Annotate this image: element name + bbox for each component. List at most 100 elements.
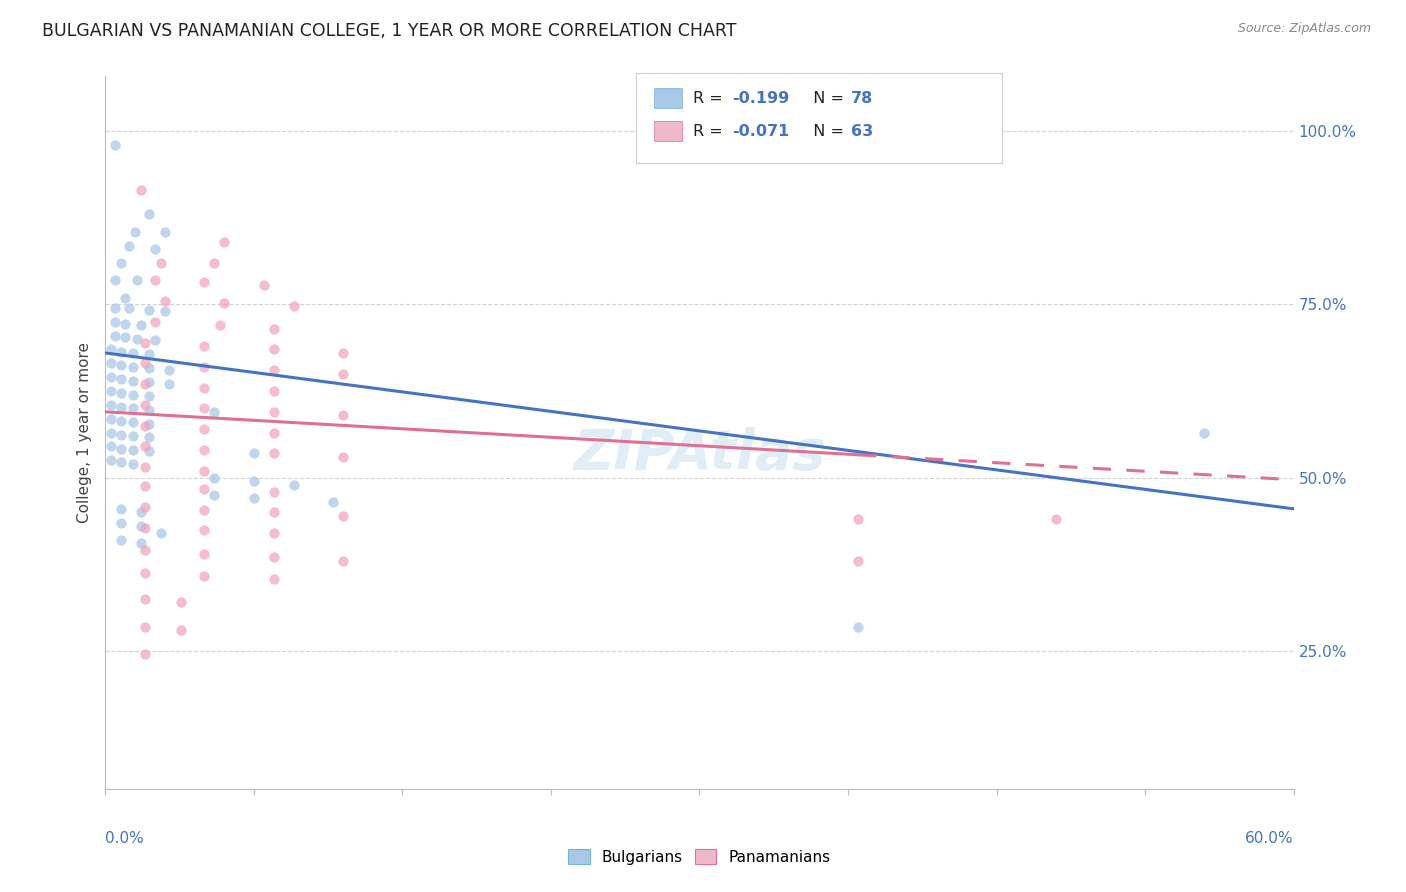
Point xyxy=(134,440,156,454)
Point xyxy=(138,303,160,318)
Point xyxy=(100,398,122,412)
Point xyxy=(332,409,354,423)
Point xyxy=(138,375,160,389)
Point xyxy=(122,387,145,401)
Point xyxy=(263,526,285,541)
Point xyxy=(322,495,344,509)
Text: 63: 63 xyxy=(851,124,873,138)
Point xyxy=(263,405,285,419)
Point xyxy=(138,347,160,361)
Point xyxy=(138,402,160,417)
Point xyxy=(110,516,132,530)
Point xyxy=(127,273,149,287)
Point xyxy=(263,446,285,460)
Point xyxy=(100,370,122,384)
Point xyxy=(170,595,193,609)
Point xyxy=(138,361,160,376)
Point xyxy=(243,474,266,488)
Point xyxy=(149,256,172,270)
Point xyxy=(138,207,160,221)
Text: N =: N = xyxy=(803,91,849,105)
Point xyxy=(104,273,127,287)
Point xyxy=(143,334,166,348)
Point xyxy=(263,321,285,335)
Point xyxy=(193,547,215,561)
Point xyxy=(129,519,152,533)
Point xyxy=(110,427,132,442)
Point xyxy=(193,524,215,538)
Point xyxy=(134,566,156,581)
Point xyxy=(134,591,156,606)
Point xyxy=(193,464,215,478)
Point xyxy=(193,275,215,289)
Point xyxy=(153,293,176,308)
Point xyxy=(114,291,136,305)
Point xyxy=(114,317,136,331)
Point xyxy=(134,479,156,493)
Point xyxy=(134,356,156,370)
Point xyxy=(202,470,225,484)
Point xyxy=(332,450,354,464)
Text: 0.0%: 0.0% xyxy=(105,831,145,847)
Point xyxy=(283,477,305,491)
Point xyxy=(122,374,145,388)
Point xyxy=(283,299,305,313)
Point xyxy=(100,343,122,357)
Point xyxy=(104,315,127,329)
Point xyxy=(263,384,285,398)
Point xyxy=(253,278,276,293)
Point xyxy=(134,377,156,392)
Point xyxy=(134,398,156,412)
Point xyxy=(846,554,869,568)
Text: -0.071: -0.071 xyxy=(733,124,790,138)
Point xyxy=(138,389,160,403)
Point xyxy=(263,505,285,519)
Point xyxy=(1045,512,1067,526)
Point xyxy=(263,550,285,565)
Point xyxy=(263,363,285,377)
Point xyxy=(332,554,354,568)
Point xyxy=(202,256,225,270)
Point xyxy=(110,372,132,386)
Point xyxy=(170,623,193,637)
Text: BULGARIAN VS PANAMANIAN COLLEGE, 1 YEAR OR MORE CORRELATION CHART: BULGARIAN VS PANAMANIAN COLLEGE, 1 YEAR … xyxy=(42,22,737,40)
Point xyxy=(122,346,145,360)
Point xyxy=(129,536,152,550)
Point xyxy=(202,405,225,419)
Point xyxy=(110,400,132,414)
Point xyxy=(134,500,156,514)
Point xyxy=(129,183,152,197)
Point xyxy=(129,505,152,519)
Point xyxy=(153,225,176,239)
Point xyxy=(134,460,156,475)
Point xyxy=(122,442,145,457)
Point xyxy=(1194,425,1216,440)
Point xyxy=(214,235,236,249)
Point xyxy=(129,318,152,333)
Text: R =: R = xyxy=(693,91,728,105)
Point xyxy=(157,363,180,377)
Point xyxy=(143,315,166,329)
Text: Source: ZipAtlas.com: Source: ZipAtlas.com xyxy=(1237,22,1371,36)
Point xyxy=(193,381,215,395)
Point xyxy=(122,457,145,471)
Text: 60.0%: 60.0% xyxy=(1246,831,1294,847)
Text: N =: N = xyxy=(803,124,849,138)
Point xyxy=(263,484,285,499)
Point xyxy=(110,414,132,428)
Text: 78: 78 xyxy=(851,91,873,105)
Point xyxy=(110,533,132,547)
Point xyxy=(110,442,132,456)
Point xyxy=(157,377,180,392)
Point xyxy=(114,330,136,344)
Point xyxy=(110,359,132,373)
Point xyxy=(104,328,127,343)
Point xyxy=(193,502,215,516)
Point xyxy=(134,520,156,534)
Point xyxy=(263,572,285,586)
Point xyxy=(193,442,215,457)
Point xyxy=(138,430,160,444)
Point xyxy=(214,296,236,310)
Point xyxy=(100,384,122,398)
Point xyxy=(209,318,232,333)
